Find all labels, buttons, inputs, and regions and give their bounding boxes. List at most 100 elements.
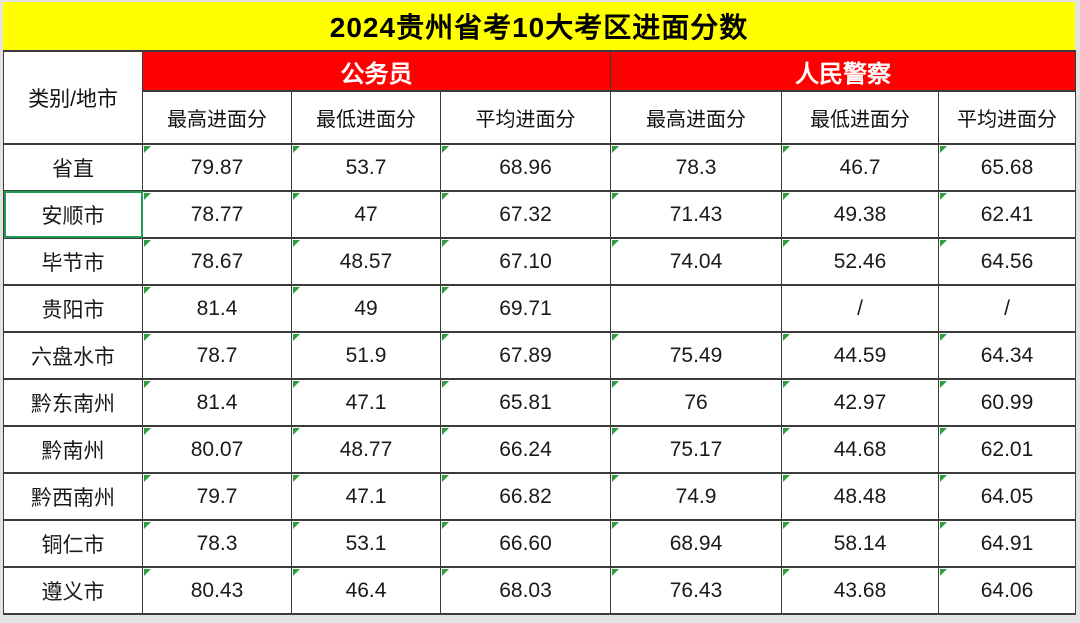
region-cell[interactable]: 铜仁市 — [3, 519, 143, 568]
score-cell[interactable]: 78.3 — [142, 519, 292, 568]
score-cell[interactable]: 43.68 — [781, 566, 940, 615]
score-value: 48.48 — [833, 484, 887, 508]
group-header-civil-servant[interactable]: 公务员 — [141, 50, 612, 92]
error-indicator-triangle-icon — [293, 334, 300, 341]
error-indicator-triangle-icon — [144, 193, 151, 200]
score-cell[interactable]: 51.9 — [291, 331, 441, 380]
score-cell[interactable]: 47.1 — [291, 472, 441, 521]
score-cell[interactable]: 66.60 — [439, 519, 612, 568]
score-cell[interactable]: 52.46 — [781, 237, 940, 286]
score-cell[interactable]: 75.49 — [610, 331, 783, 380]
score-cell[interactable]: 66.82 — [439, 472, 612, 521]
subheader-pl-avg[interactable]: 平均进面分 — [938, 90, 1077, 145]
score-cell[interactable]: 60.99 — [938, 378, 1077, 427]
score-value: 42.97 — [833, 390, 887, 414]
score-cell[interactable]: 46.4 — [291, 566, 441, 615]
score-cell[interactable]: 64.56 — [938, 237, 1077, 286]
score-cell[interactable]: 79.87 — [142, 143, 292, 192]
score-cell[interactable]: 48.48 — [781, 472, 940, 521]
error-indicator-triangle-icon — [612, 193, 620, 200]
score-cell[interactable]: 68.03 — [439, 566, 612, 615]
error-indicator-triangle-icon — [612, 428, 620, 435]
region-cell[interactable]: 六盘水市 — [3, 331, 143, 380]
score-cell[interactable]: 74.9 — [610, 472, 783, 521]
score-cell[interactable]: 62.41 — [938, 190, 1077, 239]
score-cell[interactable]: 49.38 — [781, 190, 940, 239]
score-value: 74.04 — [669, 249, 723, 273]
score-value: 44.68 — [833, 437, 887, 461]
score-cell[interactable]: / — [938, 284, 1077, 333]
score-cell[interactable]: 49 — [291, 284, 441, 333]
score-cell[interactable]: 58.14 — [781, 519, 940, 568]
score-cell[interactable]: 78.77 — [142, 190, 292, 239]
score-cell[interactable]: 68.94 — [610, 519, 783, 568]
score-cell[interactable]: 67.10 — [439, 237, 612, 286]
score-cell[interactable]: 42.97 — [781, 378, 940, 427]
score-cell[interactable]: 79.7 — [142, 472, 292, 521]
error-indicator-triangle-icon — [293, 193, 300, 200]
score-cell[interactable]: 65.81 — [439, 378, 612, 427]
score-cell[interactable]: 81.4 — [142, 284, 292, 333]
score-cell[interactable]: / — [781, 284, 940, 333]
score-value: 80.43 — [190, 578, 244, 602]
score-cell[interactable]: 78.7 — [142, 331, 292, 380]
score-cell[interactable]: 64.91 — [938, 519, 1077, 568]
score-table: 类别/地市 公务员 人民警察 最高进面分 最低进面分 平均进面分 最高进面分 最… — [3, 50, 1077, 615]
corner-header-cell[interactable]: 类别/地市 — [3, 50, 143, 145]
subheader-cs-min[interactable]: 最低进面分 — [291, 90, 441, 145]
score-cell[interactable]: 69.71 — [439, 284, 612, 333]
score-cell[interactable] — [610, 284, 783, 333]
score-cell[interactable]: 75.17 — [610, 425, 783, 474]
subheader-pl-min[interactable]: 最低进面分 — [781, 90, 940, 145]
score-value: 68.03 — [499, 578, 552, 602]
score-value: 48.57 — [339, 249, 393, 273]
score-cell[interactable]: 46.7 — [781, 143, 940, 192]
score-cell[interactable]: 47.1 — [291, 378, 441, 427]
score-cell[interactable]: 48.77 — [291, 425, 441, 474]
score-cell[interactable]: 47 — [291, 190, 441, 239]
score-cell[interactable]: 81.4 — [142, 378, 292, 427]
error-indicator-triangle-icon — [612, 146, 620, 153]
score-cell[interactable]: 64.34 — [938, 331, 1077, 380]
error-indicator-triangle-icon — [612, 522, 620, 529]
score-value: 78.3 — [196, 531, 238, 555]
score-value: 78.67 — [190, 249, 244, 273]
score-cell[interactable]: 80.43 — [142, 566, 292, 615]
score-cell[interactable]: 66.24 — [439, 425, 612, 474]
region-cell[interactable]: 黔西南州 — [3, 472, 143, 521]
score-cell[interactable]: 44.59 — [781, 331, 940, 380]
table-title-cell[interactable]: 2024贵州省考10大考区进面分数 — [3, 2, 1075, 50]
score-value: 68.96 — [499, 155, 552, 179]
subheader-cs-max[interactable]: 最高进面分 — [142, 90, 292, 145]
region-cell[interactable]: 安顺市 — [3, 190, 143, 239]
score-cell[interactable]: 62.01 — [938, 425, 1077, 474]
score-cell[interactable]: 76 — [610, 378, 783, 427]
score-cell[interactable]: 67.89 — [439, 331, 612, 380]
score-cell[interactable]: 64.05 — [938, 472, 1077, 521]
score-cell[interactable]: 68.96 — [439, 143, 612, 192]
score-cell[interactable]: 48.57 — [291, 237, 441, 286]
score-cell[interactable]: 67.32 — [439, 190, 612, 239]
score-cell[interactable]: 71.43 — [610, 190, 783, 239]
score-cell[interactable]: 64.06 — [938, 566, 1077, 615]
score-cell[interactable]: 76.43 — [610, 566, 783, 615]
score-cell[interactable]: 65.68 — [938, 143, 1077, 192]
region-cell[interactable]: 省直 — [3, 143, 143, 192]
score-cell[interactable]: 78.67 — [142, 237, 292, 286]
region-cell[interactable]: 毕节市 — [3, 237, 143, 286]
score-value: 79.87 — [190, 155, 244, 179]
score-cell[interactable]: 80.07 — [142, 425, 292, 474]
score-cell[interactable]: 53.1 — [291, 519, 441, 568]
subheader-cs-avg[interactable]: 平均进面分 — [439, 90, 612, 145]
group-header-police[interactable]: 人民警察 — [610, 50, 1077, 92]
score-cell[interactable]: 74.04 — [610, 237, 783, 286]
region-cell[interactable]: 贵阳市 — [3, 284, 143, 333]
subheader-pl-max[interactable]: 最高进面分 — [610, 90, 783, 145]
region-cell[interactable]: 黔东南州 — [3, 378, 143, 427]
region-cell[interactable]: 遵义市 — [3, 566, 143, 615]
score-cell[interactable]: 78.3 — [610, 143, 783, 192]
score-cell[interactable]: 44.68 — [781, 425, 940, 474]
score-cell[interactable]: 53.7 — [291, 143, 441, 192]
score-value: 64.06 — [980, 578, 1034, 602]
region-cell[interactable]: 黔南州 — [3, 425, 143, 474]
